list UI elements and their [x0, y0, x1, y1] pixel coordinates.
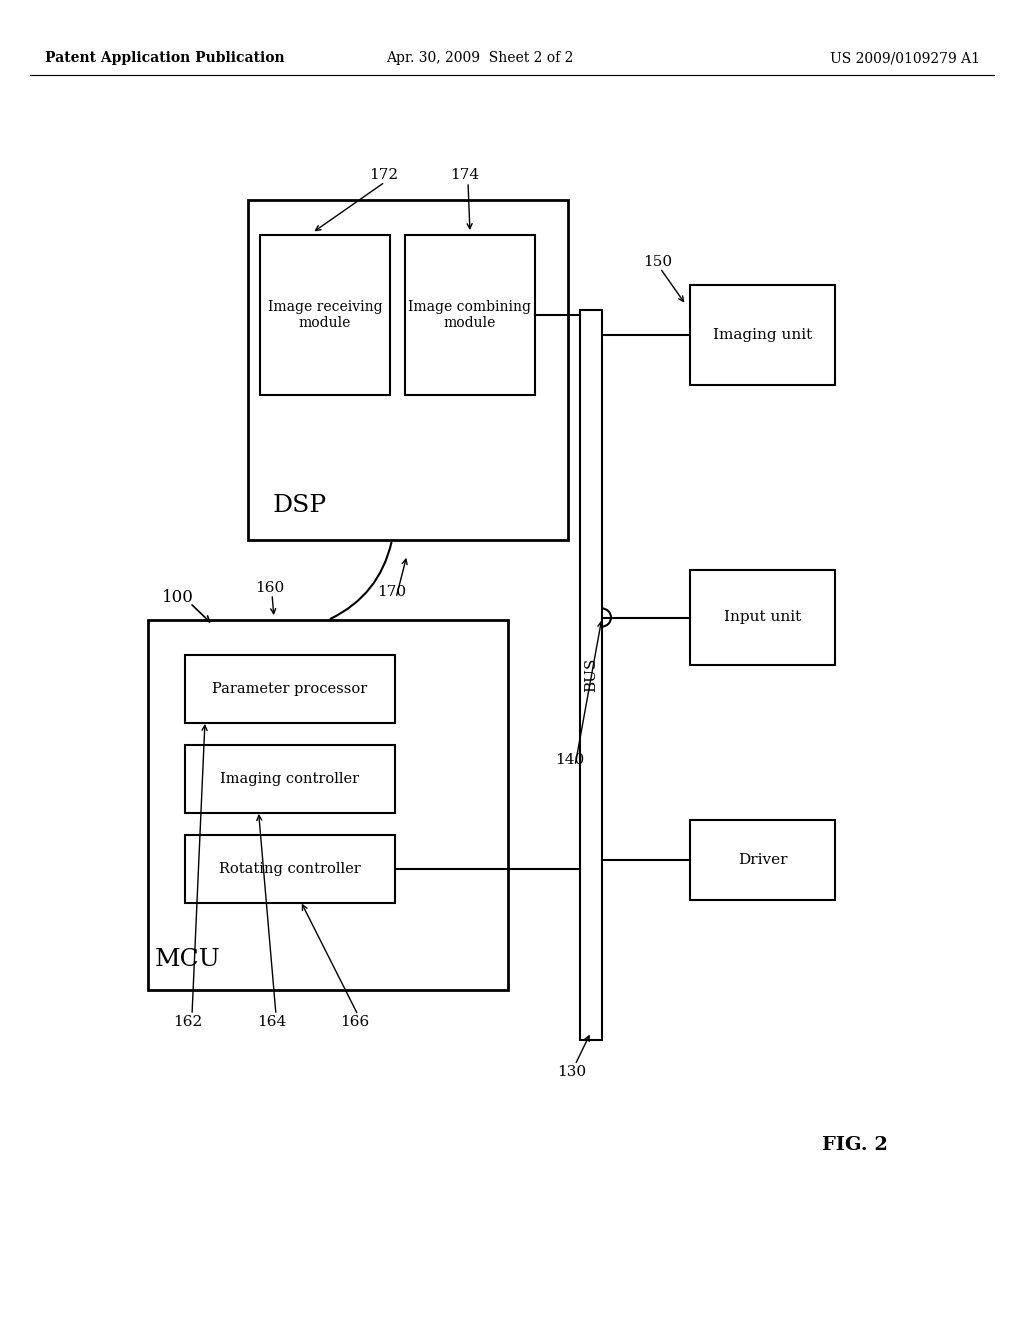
Text: Image receiving
module: Image receiving module	[267, 300, 382, 330]
Text: 130: 130	[557, 1065, 587, 1078]
Bar	[690, 285, 835, 385]
Text: 172: 172	[370, 168, 398, 182]
Text: Rotating controller: Rotating controller	[219, 862, 360, 876]
Text: US 2009/0109279 A1: US 2009/0109279 A1	[830, 51, 980, 65]
Bar	[580, 310, 602, 1040]
Text: Input unit: Input unit	[724, 610, 801, 624]
Text: FIG. 2: FIG. 2	[822, 1137, 888, 1154]
Bar	[690, 820, 835, 900]
Text: Image combining
module: Image combining module	[409, 300, 531, 330]
Text: Imaging unit: Imaging unit	[713, 327, 812, 342]
Text: 140: 140	[555, 752, 585, 767]
Bar	[185, 744, 395, 813]
Bar	[185, 655, 395, 723]
Text: Apr. 30, 2009  Sheet 2 of 2: Apr. 30, 2009 Sheet 2 of 2	[386, 51, 573, 65]
Text: 174: 174	[451, 168, 479, 182]
Text: 164: 164	[257, 1015, 287, 1030]
Bar	[690, 570, 835, 665]
Text: BUS: BUS	[584, 657, 598, 692]
Text: Imaging controller: Imaging controller	[220, 772, 359, 785]
Text: 170: 170	[378, 585, 407, 599]
Bar	[185, 836, 395, 903]
Text: Patent Application Publication: Patent Application Publication	[45, 51, 285, 65]
Text: DSP: DSP	[273, 494, 327, 516]
Bar	[148, 620, 508, 990]
Text: 150: 150	[643, 255, 673, 269]
Text: 166: 166	[340, 1015, 370, 1030]
Text: MCU: MCU	[155, 949, 221, 972]
Text: 100: 100	[162, 590, 194, 606]
Bar	[260, 235, 390, 395]
Bar	[406, 235, 535, 395]
Text: Driver: Driver	[737, 853, 787, 867]
Bar	[248, 201, 568, 540]
Text: 162: 162	[173, 1015, 203, 1030]
Text: Parameter processor: Parameter processor	[212, 682, 368, 696]
Text: 160: 160	[255, 581, 285, 595]
